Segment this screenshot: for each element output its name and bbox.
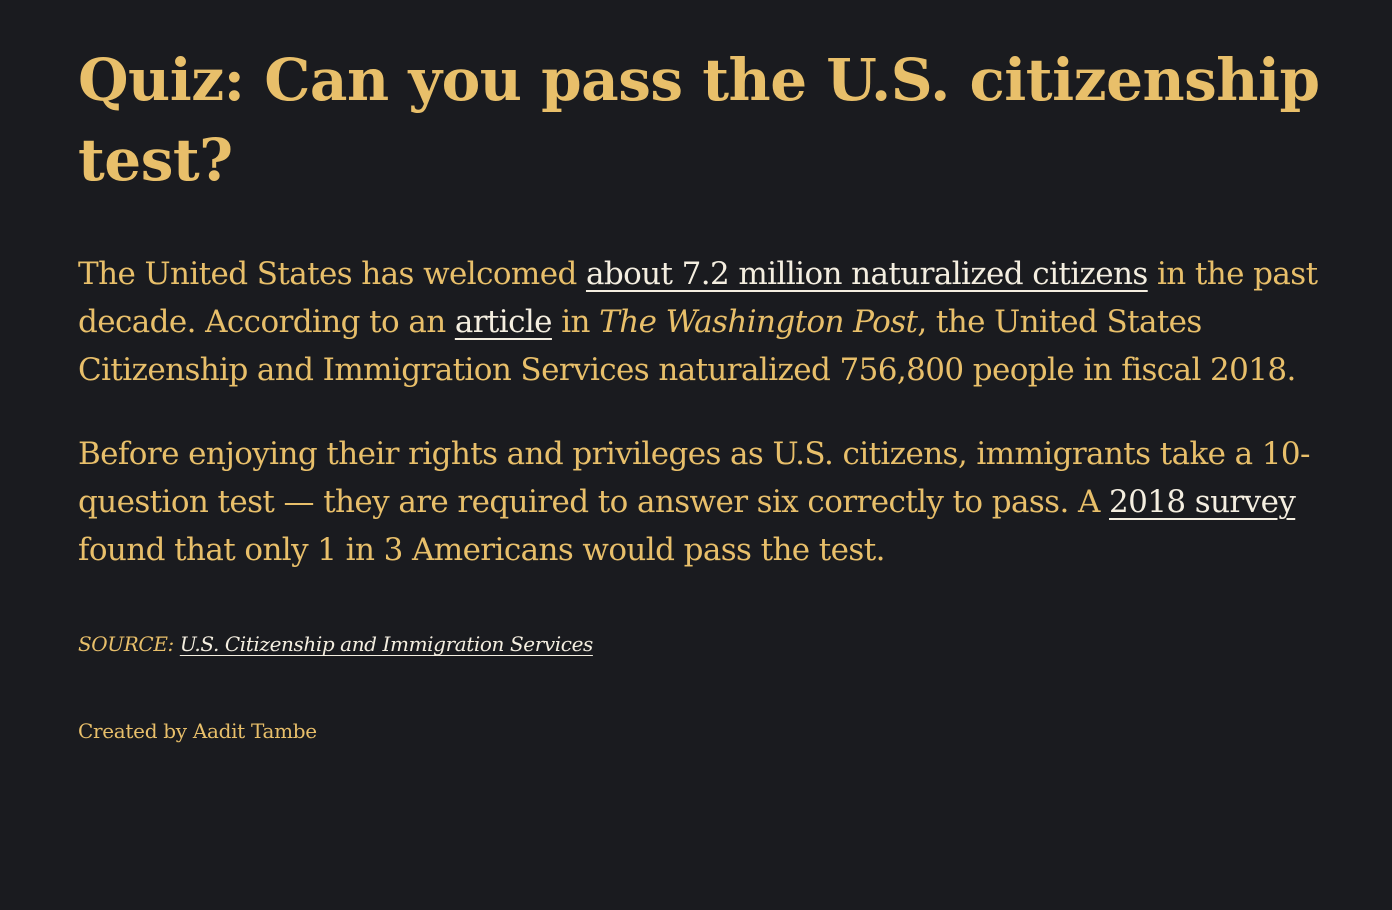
intro-text-1: The United States has welcomed (78, 256, 586, 292)
naturalized-citizens-link[interactable]: about 7.2 million naturalized citizens (585, 256, 1148, 292)
test-text-2: found that only 1 in 3 Americans would p… (78, 532, 885, 568)
test-text-1: Before enjoying their rights and privile… (78, 436, 1311, 520)
page-title: Quiz: Can you pass the U.S. citizenship … (78, 46, 1320, 194)
credit-line: Created by Aadit Tambe (78, 719, 317, 743)
intro-text-2: in the past decade. According to an (78, 256, 1318, 340)
article: Quiz: Can you pass the U.S. citizenship … (78, 40, 1338, 745)
source-link[interactable]: U.S. Citizenship and Immigration Service… (179, 632, 593, 656)
source-line: SOURCE: U.S. Citizenship and Immigration… (78, 630, 1338, 658)
intro-text-4: , the United States Citizenship and Immi… (78, 304, 1296, 388)
survey-link[interactable]: 2018 survey (1109, 484, 1296, 520)
article-link[interactable]: article (454, 304, 553, 340)
publication-name: The Washington Post (599, 304, 918, 340)
intro-text-3: in (551, 304, 600, 340)
source-label: SOURCE: (78, 632, 180, 656)
intro-paragraph: The United States has welcomed about 7.2… (78, 250, 1338, 394)
test-paragraph: Before enjoying their rights and privile… (78, 430, 1338, 574)
